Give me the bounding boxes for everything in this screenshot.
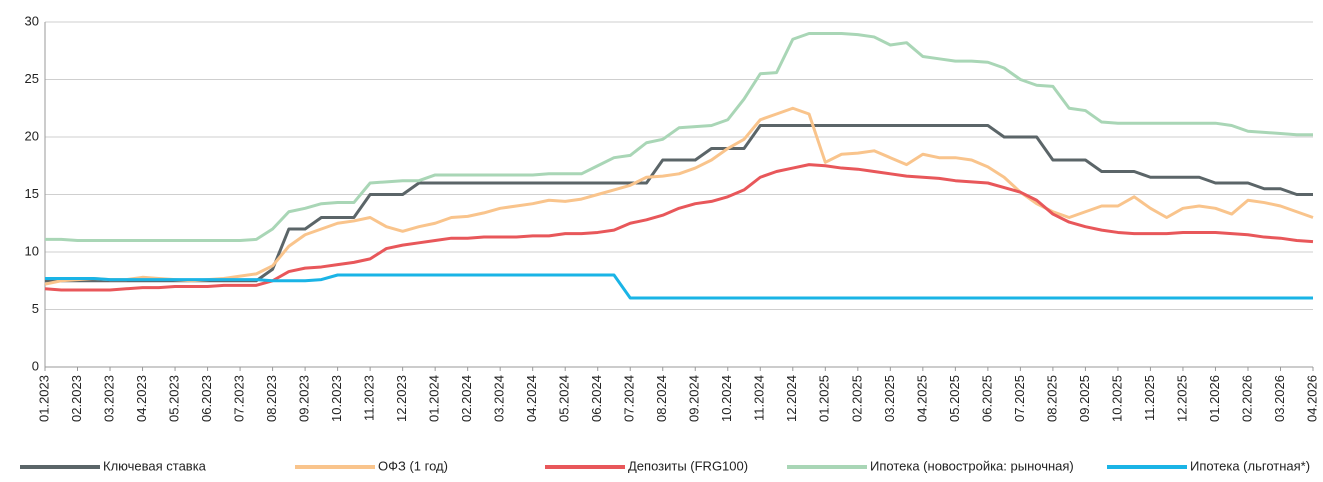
x-tick-label: 07.2023 <box>232 375 247 422</box>
x-tick-label: 03.2023 <box>101 375 116 422</box>
x-tick-label: 10.2025 <box>1109 375 1124 422</box>
x-tick-label: 11.2024 <box>752 375 767 421</box>
legend-label: Ипотека (льготная*) <box>1190 458 1310 473</box>
x-tick-label: 04.2023 <box>134 375 149 422</box>
x-tick-label: 05.2025 <box>947 375 962 422</box>
legend-label: Депозиты (FRG100) <box>628 458 748 473</box>
x-tick-label: 05.2024 <box>557 375 572 422</box>
x-tick-label: 02.2024 <box>459 375 474 422</box>
x-tick-label: 11.2025 <box>1142 375 1157 421</box>
x-tick-label: 09.2025 <box>1077 375 1092 422</box>
legend-label: ОФЗ (1 год) <box>378 458 448 473</box>
legend-label: Ипотека (новостройка: рыночная) <box>870 458 1074 473</box>
y-tick-label: 20 <box>25 128 39 143</box>
x-tick-label: 08.2023 <box>264 375 279 422</box>
x-tick-label: 07.2024 <box>622 375 637 422</box>
y-tick-label: 30 <box>25 13 39 28</box>
x-tick-label: 03.2025 <box>882 375 897 422</box>
series-line <box>44 163 1314 292</box>
x-tick-label: 06.2024 <box>589 375 604 422</box>
y-tick-label: 25 <box>25 71 39 86</box>
x-tick-label: 04.2024 <box>524 375 539 422</box>
x-tick-label: 01.2026 <box>1207 375 1222 422</box>
y-tick-label: 15 <box>25 186 39 201</box>
x-tick-label: 06.2025 <box>979 375 994 422</box>
x-tick-label: 01.2023 <box>36 375 51 422</box>
x-tick-label: 12.2024 <box>784 375 799 422</box>
x-tick-label: 05.2023 <box>166 375 181 422</box>
x-tick-label: 09.2023 <box>297 375 312 422</box>
x-tick-label: 07.2025 <box>1012 375 1027 422</box>
x-tick-label: 08.2025 <box>1044 375 1059 422</box>
x-tick-label: 02.2026 <box>1239 375 1254 422</box>
x-tick-label: 09.2024 <box>687 375 702 422</box>
x-tick-label: 12.2023 <box>394 375 409 422</box>
x-tick-label: 02.2023 <box>69 375 84 422</box>
x-tick-label: 02.2025 <box>849 375 864 422</box>
y-tick-label: 0 <box>32 358 39 373</box>
x-tick-label: 10.2023 <box>329 375 344 422</box>
x-tick-label: 03.2026 <box>1272 375 1287 422</box>
x-tick-label: 12.2025 <box>1174 375 1189 422</box>
series-line <box>45 273 1313 300</box>
series-line <box>44 106 1314 286</box>
x-tick-label: 04.2026 <box>1304 375 1319 422</box>
x-tick-label: 06.2023 <box>199 375 214 422</box>
x-tick-label: 04.2025 <box>914 375 929 422</box>
y-tick-label: 10 <box>25 243 39 258</box>
x-tick-label: 03.2024 <box>492 375 507 422</box>
x-tick-label: 01.2025 <box>817 375 832 422</box>
y-tick-label: 5 <box>32 301 39 316</box>
x-tick-label: 10.2024 <box>719 375 734 422</box>
series-line <box>45 32 1313 242</box>
legend-label: Ключевая ставка <box>103 458 207 473</box>
x-tick-label: 08.2024 <box>654 375 669 422</box>
x-tick-label: 11.2023 <box>362 375 377 421</box>
x-tick-label: 01.2024 <box>427 375 442 422</box>
